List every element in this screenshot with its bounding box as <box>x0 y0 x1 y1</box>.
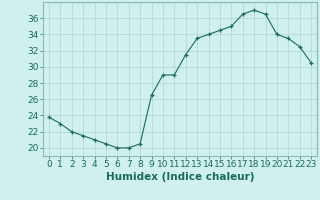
X-axis label: Humidex (Indice chaleur): Humidex (Indice chaleur) <box>106 172 254 182</box>
